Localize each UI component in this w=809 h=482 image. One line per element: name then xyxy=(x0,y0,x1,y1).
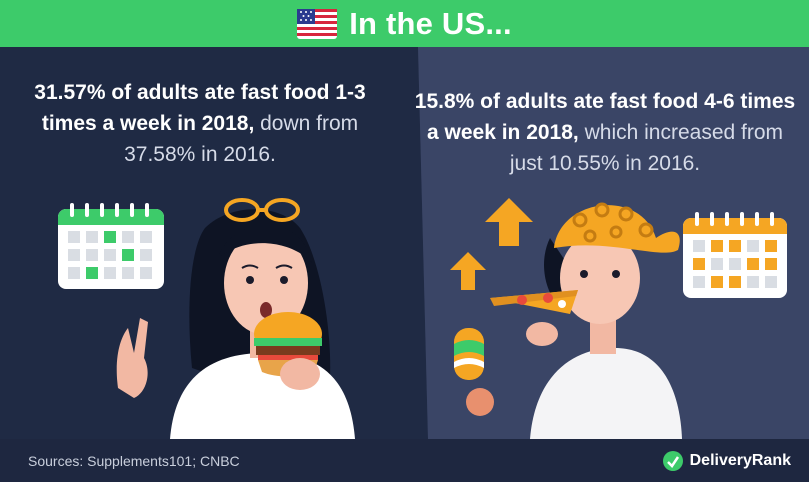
deliveryrank-logo[interactable]: DeliveryRank xyxy=(662,450,791,472)
woman-with-pizza-illustration xyxy=(454,202,682,439)
sources-text: Sources: Supplements101; CNBC xyxy=(28,452,240,469)
right-statistic: 15.8% of adults ate fast food 4-6 times … xyxy=(410,86,800,179)
left-statistic: 31.57% of adults ate fast food 1-3 times… xyxy=(20,77,380,170)
left-stat-bold: 31.57% of adults ate fast food 1-3 times… xyxy=(34,81,366,135)
woman-with-burger-illustration xyxy=(116,198,355,439)
orange-calendar-icon xyxy=(683,212,787,298)
right-stat-light: which increased from just 10.55% in 2016… xyxy=(509,121,784,175)
us-flag-icon xyxy=(297,8,338,39)
up-arrow-icon-large xyxy=(485,198,533,246)
footer-bar: Sources: Supplements101; CNBC DeliveryRa… xyxy=(0,439,809,482)
left-stat-light: down from 37.58% in 2016. xyxy=(124,112,359,166)
brand-name: DeliveryRank xyxy=(689,451,791,469)
up-arrow-icon-small xyxy=(450,252,486,290)
deliveryrank-logo-icon xyxy=(662,450,683,471)
right-stat-bold: 15.8% of adults ate fast food 4-6 times … xyxy=(414,90,796,144)
green-calendar-icon xyxy=(58,203,164,289)
header-bar: In the US... xyxy=(0,0,809,47)
page-title: In the US... xyxy=(349,5,512,41)
